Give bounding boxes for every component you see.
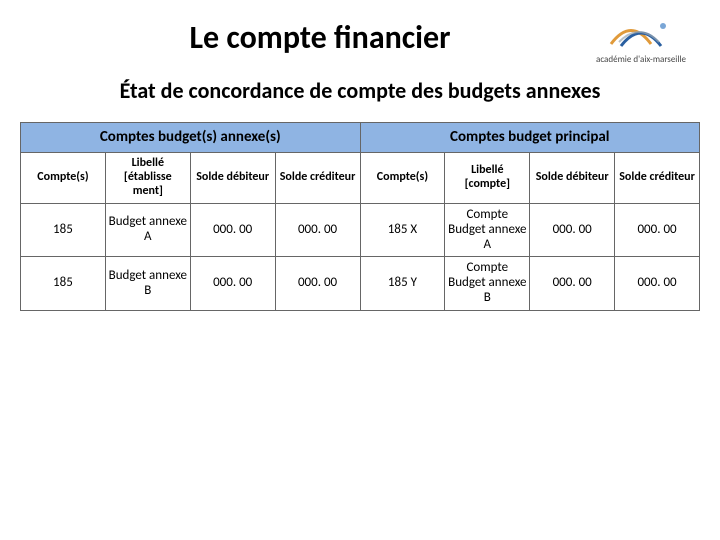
- cell-l-compte: 185: [21, 203, 106, 257]
- group-header-row: Comptes budget(s) annexe(s) Comptes budg…: [21, 123, 700, 153]
- column-header-row: Compte(s) Libellé [établisse ment] Solde…: [21, 153, 700, 203]
- col-right-debiteur: Solde débiteur: [530, 153, 615, 203]
- concordance-table-container: Comptes budget(s) annexe(s) Comptes budg…: [20, 122, 700, 311]
- cell-r-cred: 000. 00: [615, 203, 700, 257]
- cell-l-libelle: Budget annexe B: [105, 257, 190, 311]
- logo-mark-icon: [586, 12, 696, 52]
- col-right-crediteur: Solde créditeur: [615, 153, 700, 203]
- concordance-table: Comptes budget(s) annexe(s) Comptes budg…: [20, 122, 700, 311]
- cell-l-deb: 000. 00: [190, 203, 275, 257]
- cell-l-deb: 000. 00: [190, 257, 275, 311]
- group-header-left: Comptes budget(s) annexe(s): [21, 123, 361, 153]
- cell-l-compte: 185: [21, 257, 106, 311]
- group-header-right: Comptes budget principal: [360, 123, 700, 153]
- cell-r-deb: 000. 00: [530, 257, 615, 311]
- cell-r-compte: 185 X: [360, 203, 445, 257]
- col-left-debiteur: Solde débiteur: [190, 153, 275, 203]
- logo-text: académie d'aix-marseille: [586, 54, 696, 65]
- cell-r-cred: 000. 00: [615, 257, 700, 311]
- cell-r-deb: 000. 00: [530, 203, 615, 257]
- cell-r-libelle: Compte Budget annexe A: [445, 203, 530, 257]
- page-subtitle: État de concordance de compte des budget…: [0, 77, 720, 104]
- col-left-crediteur: Solde créditeur: [275, 153, 360, 203]
- cell-l-libelle: Budget annexe A: [105, 203, 190, 257]
- cell-r-libelle: Compte Budget annexe B: [445, 257, 530, 311]
- cell-l-cred: 000. 00: [275, 203, 360, 257]
- cell-r-compte: 185 Y: [360, 257, 445, 311]
- col-left-compte: Compte(s): [21, 153, 106, 203]
- col-left-libelle: Libellé [établisse ment]: [105, 153, 190, 203]
- col-right-compte: Compte(s): [360, 153, 445, 203]
- table-row: 185 Budget annexe B 000. 00 000. 00 185 …: [21, 257, 700, 311]
- table-row: 185 Budget annexe A 000. 00 000. 00 185 …: [21, 203, 700, 257]
- cell-l-cred: 000. 00: [275, 257, 360, 311]
- col-right-libelle: Libellé [compte]: [445, 153, 530, 203]
- brand-logo: académie d'aix-marseille: [586, 12, 696, 65]
